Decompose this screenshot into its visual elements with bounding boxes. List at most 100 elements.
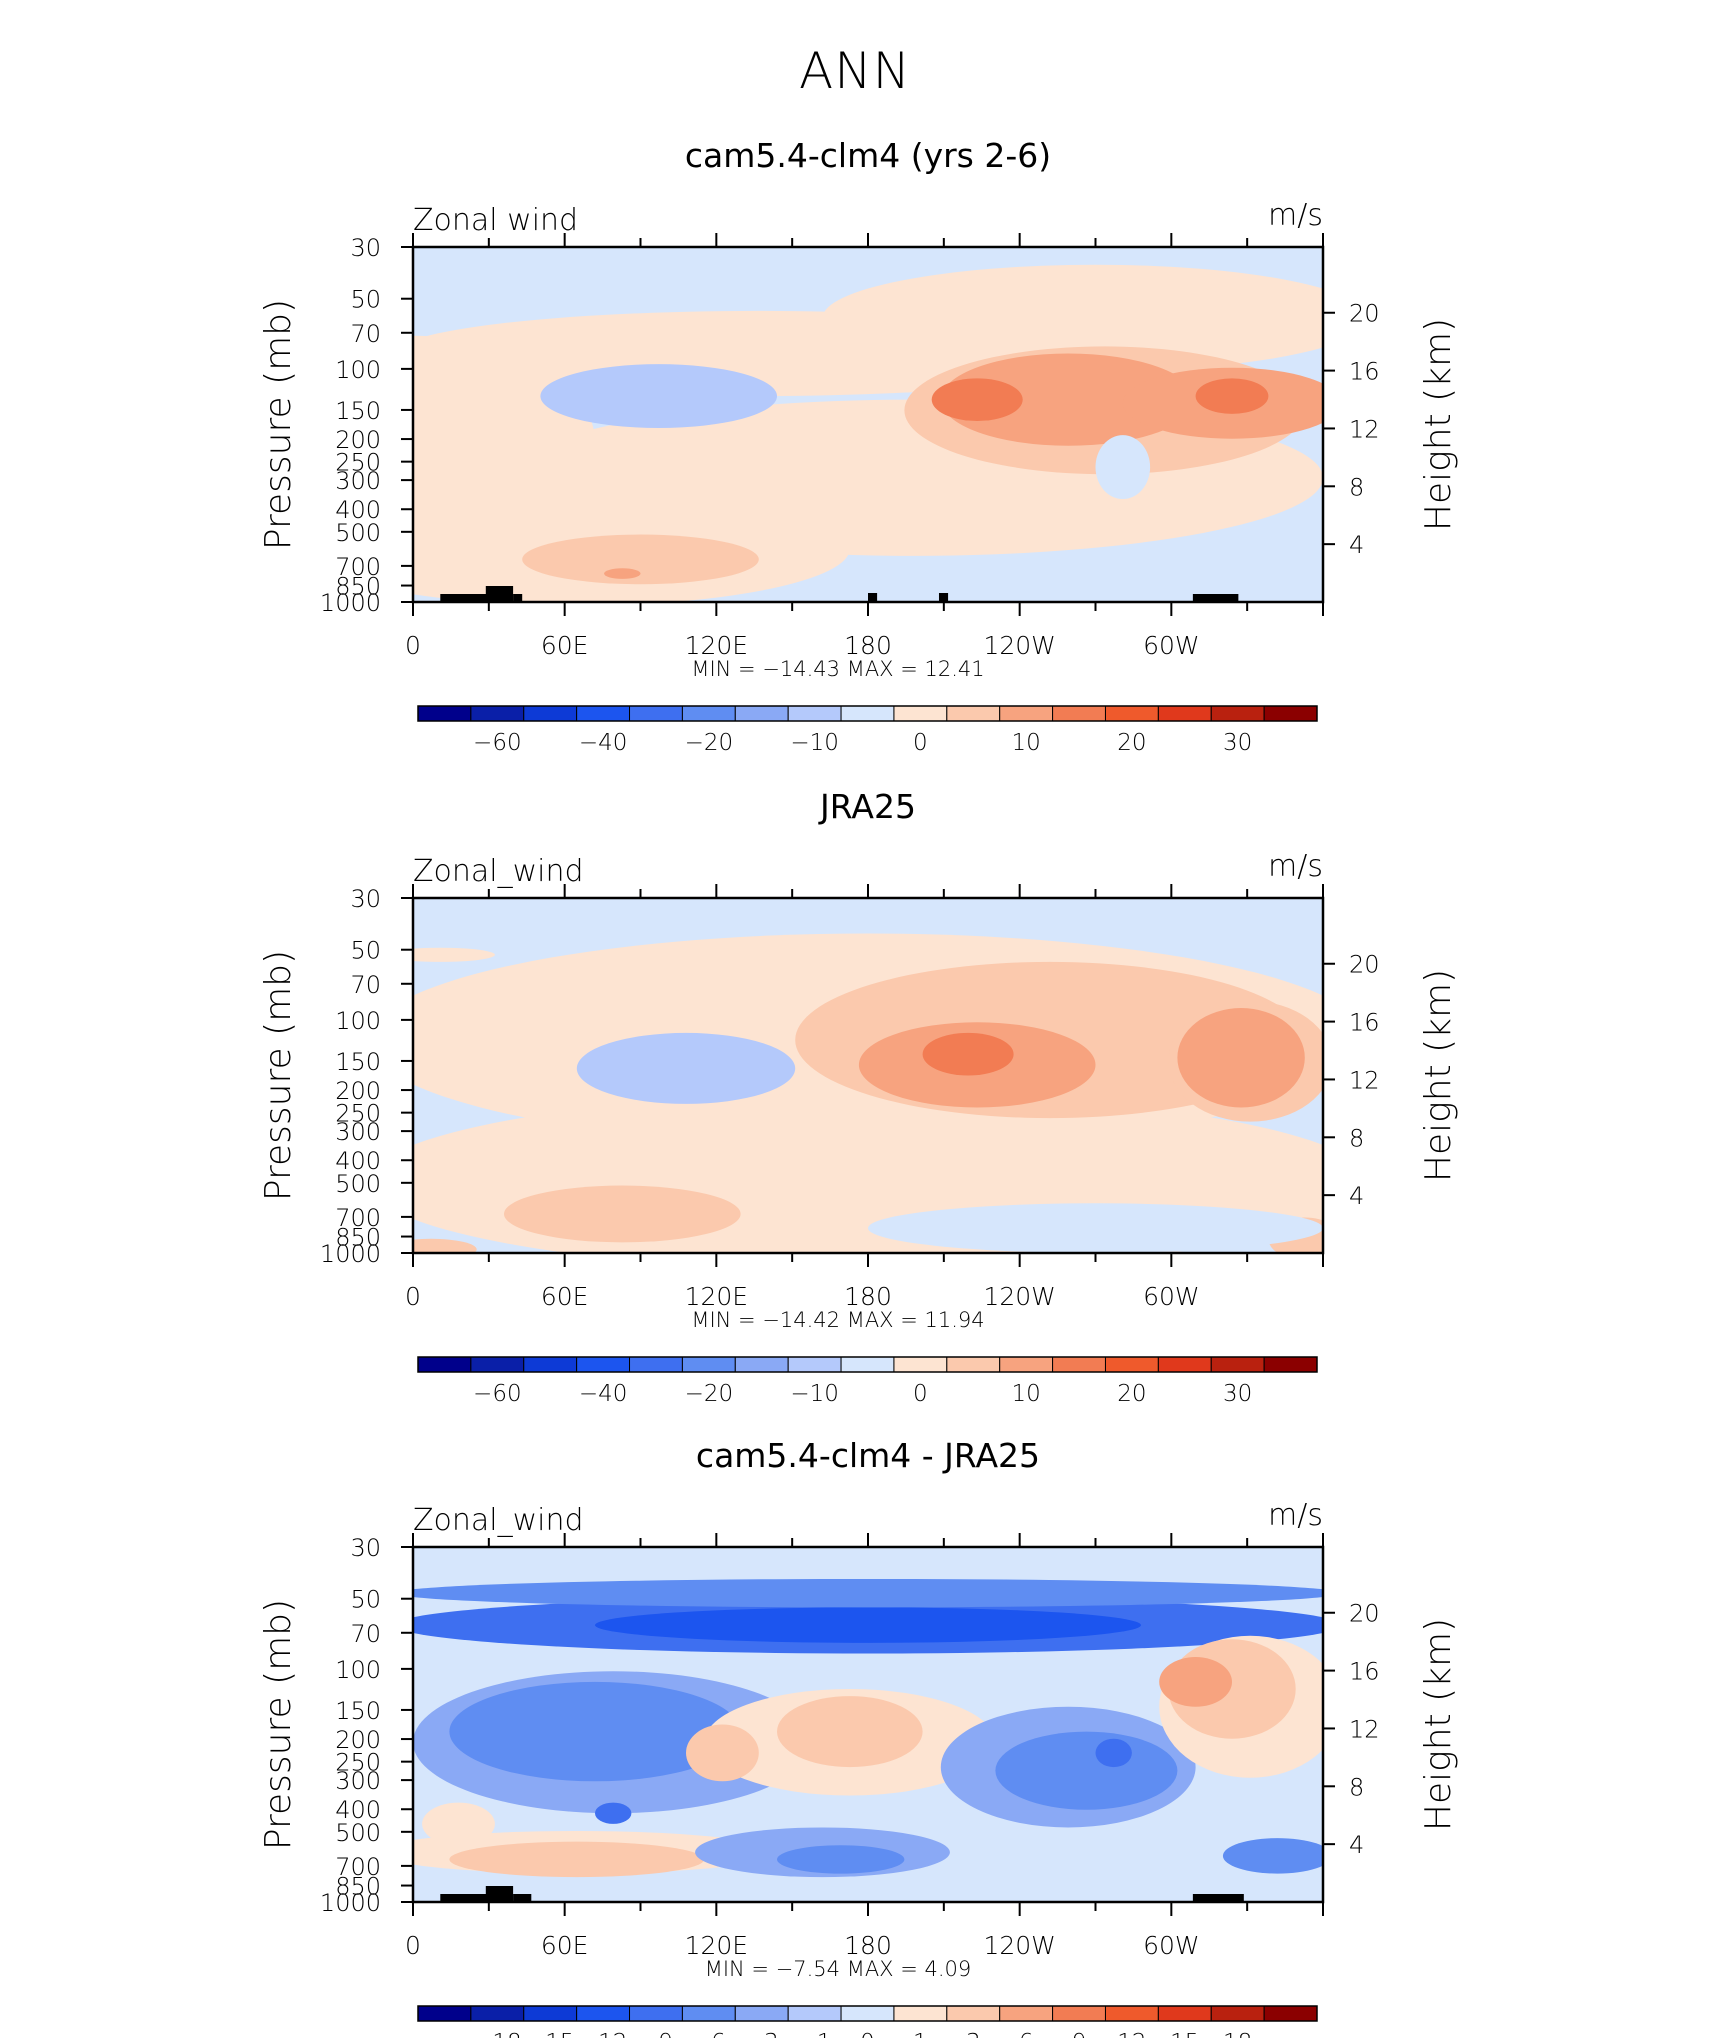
- colorbar-label: −15: [526, 2030, 575, 2038]
- colorbar-swatch: [1157, 705, 1212, 722]
- colorbar-label: 30: [1223, 1381, 1252, 1407]
- colorbar-label: 1: [913, 2030, 928, 2038]
- y-tick-label: 700: [335, 1204, 381, 1232]
- contour-region: [1222, 1838, 1323, 1874]
- y-tick-label: 30: [350, 885, 381, 913]
- colorbar-label: −20: [685, 730, 734, 756]
- colorbar-label: −20: [685, 1381, 734, 1407]
- colorbar-swatch: [893, 2005, 948, 2022]
- contour-region: [1095, 435, 1151, 500]
- contour-region: [540, 364, 777, 429]
- y2-tick-label: 16: [1349, 358, 1380, 386]
- colorbar-label: 10: [1012, 1381, 1041, 1407]
- contour-field: [413, 1547, 1323, 1902]
- y-tick-label: 30: [350, 1534, 381, 1562]
- y-tick-label: 500: [335, 1170, 381, 1198]
- contour-region: [422, 1802, 495, 1846]
- y2-tick-label: 20: [1349, 300, 1380, 328]
- colorbar-swatch: [946, 705, 1001, 722]
- land-mask: [1192, 594, 1239, 602]
- colorbar-swatch: [629, 705, 683, 722]
- y-tick-label: 70: [350, 320, 381, 348]
- min-max-stats: MIN = −14.42 MAX = 11.94: [691, 1308, 984, 1332]
- y-tick-label: 400: [335, 496, 381, 524]
- contour-region: [413, 1238, 477, 1253]
- y2-tick-label: 4: [1349, 1182, 1364, 1210]
- colorbar-swatch: [787, 2005, 842, 2022]
- units-label: m/s: [1268, 198, 1323, 233]
- colorbar-label: −10: [790, 1381, 839, 1407]
- y2-tick-label: 8: [1349, 1124, 1364, 1152]
- y-tick-label: 150: [335, 1697, 381, 1725]
- y-tick-label: 100: [335, 1007, 381, 1035]
- y-tick-label: 150: [335, 1048, 381, 1076]
- panel-3: cam5.4-clm4 - JRA25 Zonal_wind m/s 0 60E 120E…: [258, 1436, 1459, 2042]
- land-mask: [1192, 1894, 1244, 1902]
- x-tick-label: 60W: [1143, 631, 1200, 660]
- colorbar-swatch: [999, 705, 1054, 722]
- contour-region: [922, 1032, 1014, 1076]
- x-tick-label: 0: [405, 1931, 421, 1960]
- x-tick-label: 120E: [685, 1931, 749, 1960]
- y-tick-label: 50: [350, 937, 381, 965]
- y-tick-label: 300: [335, 1118, 381, 1146]
- colorbar-label: 20: [1117, 1381, 1146, 1407]
- y-tick-label: 300: [335, 467, 381, 495]
- colorbar-swatch: [470, 1356, 525, 1373]
- colorbar-label: −10: [790, 730, 839, 756]
- y-tick-label: 50: [350, 286, 381, 314]
- contour-region: [868, 1203, 1323, 1253]
- contour-region: [449, 1681, 741, 1782]
- land-mask: [938, 593, 949, 602]
- colorbar-swatch: [576, 705, 631, 722]
- colorbar-swatch: [840, 1356, 895, 1373]
- y-tick-label: 250: [335, 1749, 381, 1777]
- x-tick-label: 0: [405, 1282, 421, 1311]
- colorbar-swatch: [893, 1356, 948, 1373]
- contour-region: [777, 1696, 923, 1768]
- colorbar-swatch: [787, 1356, 842, 1373]
- y-tick-label: 500: [335, 519, 381, 547]
- y-tick-label: 200: [335, 426, 381, 454]
- y-tick-label: 250: [335, 449, 381, 477]
- colorbar-frame: [417, 705, 1318, 722]
- y2-tick-label: 8: [1349, 1773, 1364, 1801]
- contour-region: [413, 1578, 1323, 1608]
- units-label: m/s: [1268, 849, 1323, 884]
- colorbar-label: 18: [1223, 2030, 1252, 2038]
- colorbar-swatch: [629, 1356, 683, 1373]
- colorbar-label: −18: [473, 2030, 522, 2038]
- colorbar-label: 30: [1223, 730, 1252, 756]
- contour-region: [931, 378, 1023, 421]
- panel-title: cam5.4-clm4 - JRA25: [696, 1436, 1040, 1475]
- colorbar-label: −6: [692, 2030, 726, 2038]
- colorbar-label: 12: [1117, 2030, 1146, 2038]
- colorbar-swatch: [1104, 1356, 1159, 1373]
- x-tick-label: 180: [844, 1931, 892, 1960]
- colorbar-swatch: [629, 2005, 683, 2022]
- contour-field: [413, 898, 1323, 1253]
- colorbar-swatch: [1052, 705, 1106, 722]
- colorbar-label: −40: [579, 730, 628, 756]
- x-tick-label: 0: [405, 631, 421, 660]
- x-tick-label: 120E: [685, 1282, 749, 1311]
- land-mask: [868, 593, 878, 602]
- y-axis-label: Pressure (mb): [258, 299, 299, 550]
- colorbar-label: 6: [1019, 2030, 1034, 2038]
- colorbar-label: 15: [1170, 2030, 1199, 2038]
- y-tick-label: 700: [335, 553, 381, 581]
- land-mask: [513, 594, 523, 602]
- x-tick-label: 60E: [541, 1282, 589, 1311]
- x-tick-label: 120E: [685, 631, 749, 660]
- colorbar-swatch: [1052, 1356, 1106, 1373]
- y-tick-label: 400: [335, 1147, 381, 1175]
- colorbar-swatch: [734, 1356, 789, 1373]
- colorbar-swatch: [1263, 2005, 1318, 2022]
- contour-region: [595, 1607, 1141, 1643]
- colorbar-swatch: [999, 2005, 1054, 2022]
- contour-region: [449, 1841, 705, 1878]
- y-tick-label: 150: [335, 397, 381, 425]
- contour-region: [1095, 1738, 1132, 1768]
- colorbar-swatch: [1263, 705, 1318, 722]
